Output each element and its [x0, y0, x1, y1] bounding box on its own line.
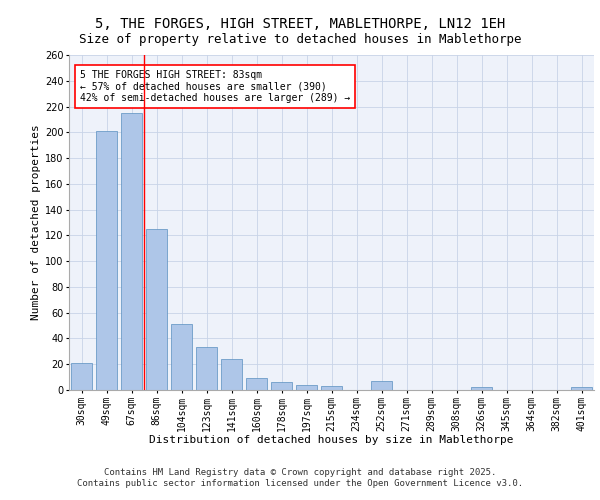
- Bar: [196, 348, 217, 390]
- Bar: [246, 378, 267, 390]
- Bar: [471, 388, 492, 390]
- Text: 5, THE FORGES, HIGH STREET, MABLETHORPE, LN12 1EH: 5, THE FORGES, HIGH STREET, MABLETHORPE,…: [95, 18, 505, 32]
- Y-axis label: Number of detached properties: Number of detached properties: [31, 124, 41, 320]
- Bar: [146, 229, 167, 390]
- Text: Contains HM Land Registry data © Crown copyright and database right 2025.
Contai: Contains HM Land Registry data © Crown c…: [77, 468, 523, 487]
- Bar: [371, 381, 392, 390]
- Bar: [321, 386, 342, 390]
- Bar: [171, 324, 192, 390]
- Text: Size of property relative to detached houses in Mablethorpe: Size of property relative to detached ho…: [79, 32, 521, 46]
- Bar: [296, 385, 317, 390]
- Bar: [96, 131, 117, 390]
- Bar: [221, 359, 242, 390]
- Text: 5 THE FORGES HIGH STREET: 83sqm
← 57% of detached houses are smaller (390)
42% o: 5 THE FORGES HIGH STREET: 83sqm ← 57% of…: [79, 70, 350, 103]
- Bar: [71, 363, 92, 390]
- Bar: [271, 382, 292, 390]
- Bar: [571, 388, 592, 390]
- X-axis label: Distribution of detached houses by size in Mablethorpe: Distribution of detached houses by size …: [149, 435, 514, 445]
- Bar: [121, 113, 142, 390]
